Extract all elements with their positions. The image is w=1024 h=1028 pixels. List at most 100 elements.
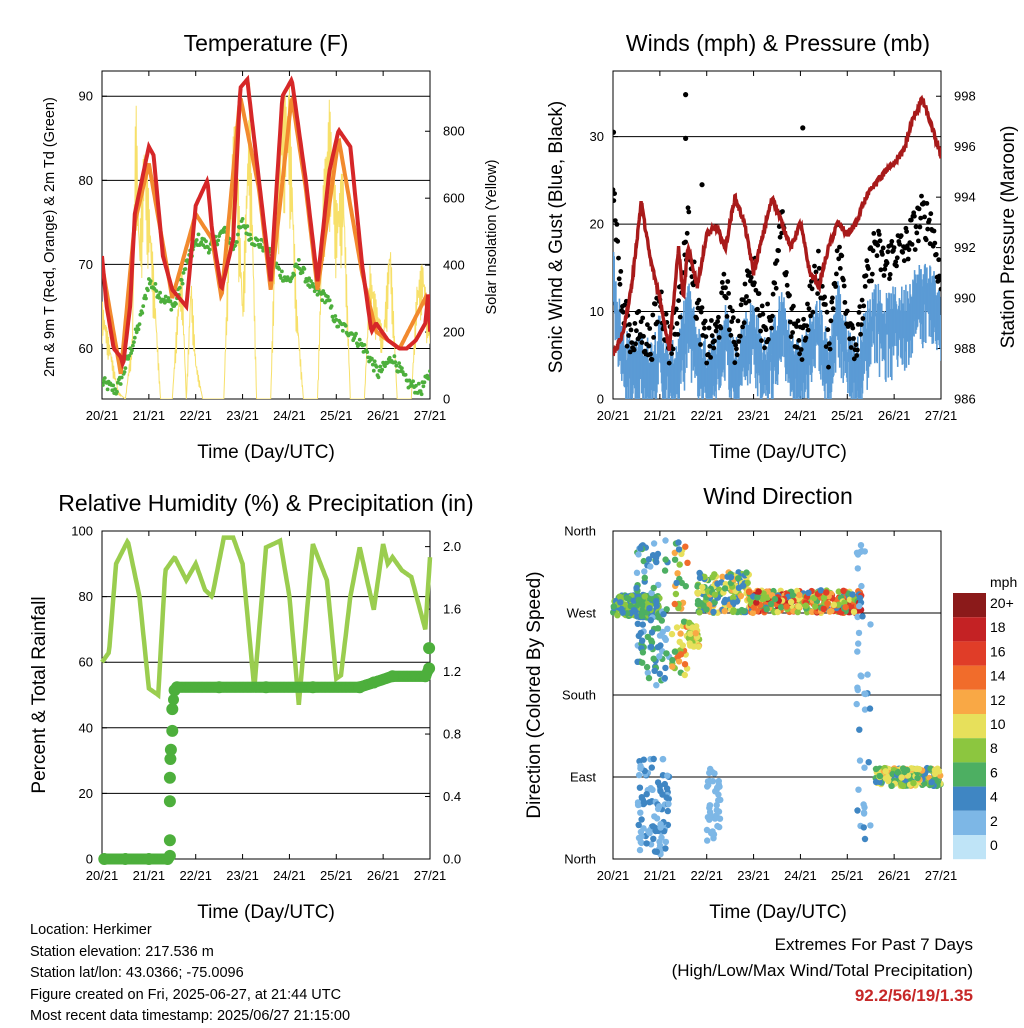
precip-point (119, 853, 132, 865)
dewpoint-point (132, 340, 136, 344)
gust-point (651, 335, 656, 340)
gust-point (815, 291, 820, 296)
dewpoint-point (183, 267, 188, 271)
wind-direction-panel: Wind Direction North East South West North 2… (524, 483, 1017, 923)
direction-point (760, 590, 767, 597)
direction-point (651, 813, 658, 820)
direction-point (638, 794, 645, 801)
dewpoint-point (113, 387, 117, 391)
direction-point (711, 591, 719, 598)
direction-point (640, 756, 647, 763)
direction-point (647, 643, 655, 650)
gust-point (936, 257, 941, 263)
dewpoint-point (131, 343, 135, 348)
gust-point (788, 334, 794, 340)
gust-point (755, 306, 760, 312)
gust-point (702, 325, 707, 331)
y2-tick-label: 1.6 (443, 602, 461, 617)
direction-point (861, 804, 868, 811)
gust-point (893, 259, 899, 265)
direction-point (861, 706, 869, 713)
dewpoint-point (153, 282, 158, 286)
gust-point (919, 193, 924, 199)
direction-point (664, 625, 671, 632)
precip-point (367, 676, 380, 689)
y2-tick-label: 992 (954, 240, 976, 255)
precip-point (163, 795, 176, 808)
precip-point (166, 703, 179, 716)
gust-point (614, 222, 620, 227)
gust-point (711, 345, 717, 351)
gust-point (909, 242, 915, 247)
gust-point (837, 244, 842, 250)
dewpoint-point (123, 366, 128, 370)
y-tick-label: 80 (79, 173, 93, 188)
direction-point (864, 671, 871, 678)
y-tick-label: 20 (79, 786, 93, 801)
humidity-line (100, 535, 433, 705)
direction-point (653, 848, 660, 855)
temperature-y-ticks: 60 70 80 90 (79, 89, 107, 356)
gust-point (677, 314, 683, 320)
gust-point (790, 330, 795, 335)
gust-point (804, 323, 810, 329)
x-tick-label: 25/21 (831, 868, 864, 883)
direction-point (659, 755, 667, 763)
direction-point (676, 561, 683, 568)
precip-point (163, 849, 176, 862)
dewpoint-point (102, 383, 105, 387)
direction-point (692, 630, 699, 637)
dewpoint-point (196, 232, 201, 237)
direction-point (639, 621, 646, 628)
y2-tick-label: 2.0 (443, 539, 461, 554)
dewpoint-point (350, 332, 355, 336)
dewpoint-point (320, 298, 325, 303)
gust-point (874, 253, 880, 259)
gust-point (704, 360, 710, 366)
direction-point (649, 823, 657, 830)
direction-point (675, 658, 683, 665)
direction-point (704, 814, 712, 821)
dewpoint-point (307, 276, 311, 281)
dewpoint-point (111, 383, 116, 388)
legend-swatch (953, 641, 986, 666)
x-tick-label: 27/21 (414, 408, 447, 423)
direction-point (711, 770, 718, 777)
legend-label: 4 (990, 789, 998, 805)
dewpoint-point (236, 232, 240, 237)
gust-point (738, 302, 744, 308)
gust-point (627, 322, 632, 327)
dewpoint-point (181, 271, 186, 275)
dewpoint-point (292, 273, 296, 277)
precip-point (213, 681, 226, 694)
gust-point (699, 305, 705, 310)
direction-point (662, 556, 669, 563)
gust-point (675, 332, 681, 337)
y2-tick-label: 600 (443, 191, 465, 206)
direction-point (638, 612, 645, 620)
direction-point (888, 782, 895, 789)
direction-point (898, 774, 905, 781)
direction-point (681, 661, 689, 668)
pressure-line (613, 94, 941, 357)
gust-point (830, 295, 835, 301)
legend-label: 20+ (990, 595, 1014, 611)
gust-point (908, 217, 914, 223)
legend-swatch (953, 665, 986, 690)
direction-point (708, 829, 715, 837)
direction-point (662, 636, 669, 643)
direction-point (749, 609, 757, 617)
direction-point (808, 608, 816, 615)
gust-point (869, 271, 875, 277)
gust-point (735, 318, 741, 324)
direction-point (656, 653, 663, 660)
extremes-block: Extremes For Past 7 Days (High/Low/Max W… (672, 932, 973, 1009)
dewpoint-point (259, 237, 264, 242)
precip-point (386, 670, 399, 683)
x-tick-label: 20/21 (86, 868, 119, 883)
direction-point (653, 598, 660, 605)
direction-point (830, 601, 838, 608)
dewpoint-point (403, 372, 408, 377)
direction-point (817, 587, 825, 594)
gust-point (812, 263, 817, 269)
